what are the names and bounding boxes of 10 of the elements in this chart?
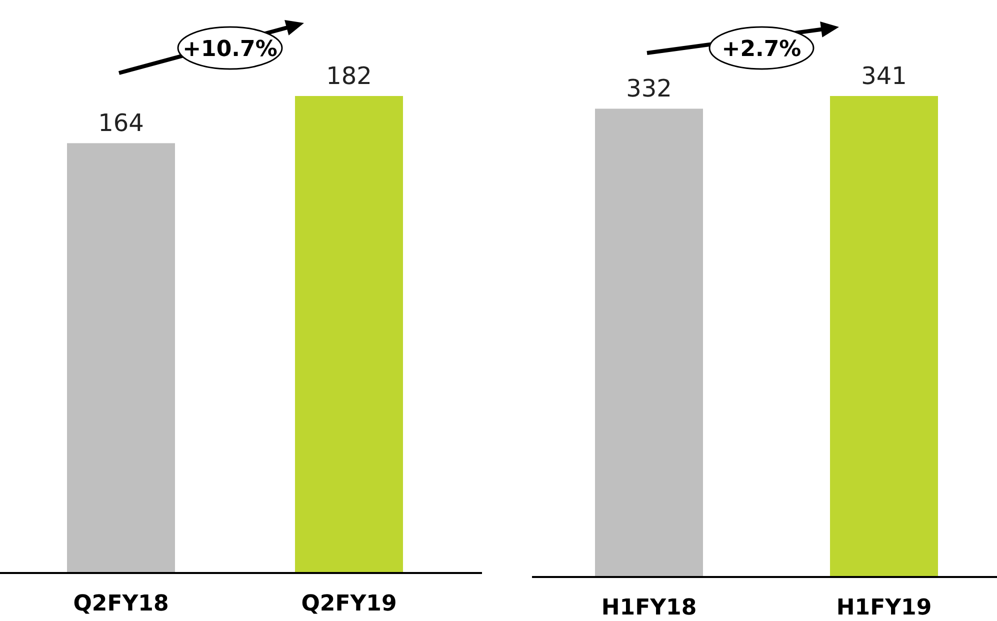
- text: +2.7%: [722, 37, 802, 62]
- x-tick-label: Q2FY18: [73, 592, 169, 617]
- data-label: 182: [326, 62, 372, 90]
- x-tick-label: H1FY19: [836, 596, 932, 621]
- data-label: 332: [626, 74, 672, 103]
- x-tick-label: Q2FY19: [301, 592, 397, 617]
- data-label: 164: [98, 109, 144, 138]
- x-tick-label: H1FY18: [601, 596, 697, 621]
- data-label: 341: [861, 62, 907, 90]
- text: +10.7%: [182, 37, 278, 62]
